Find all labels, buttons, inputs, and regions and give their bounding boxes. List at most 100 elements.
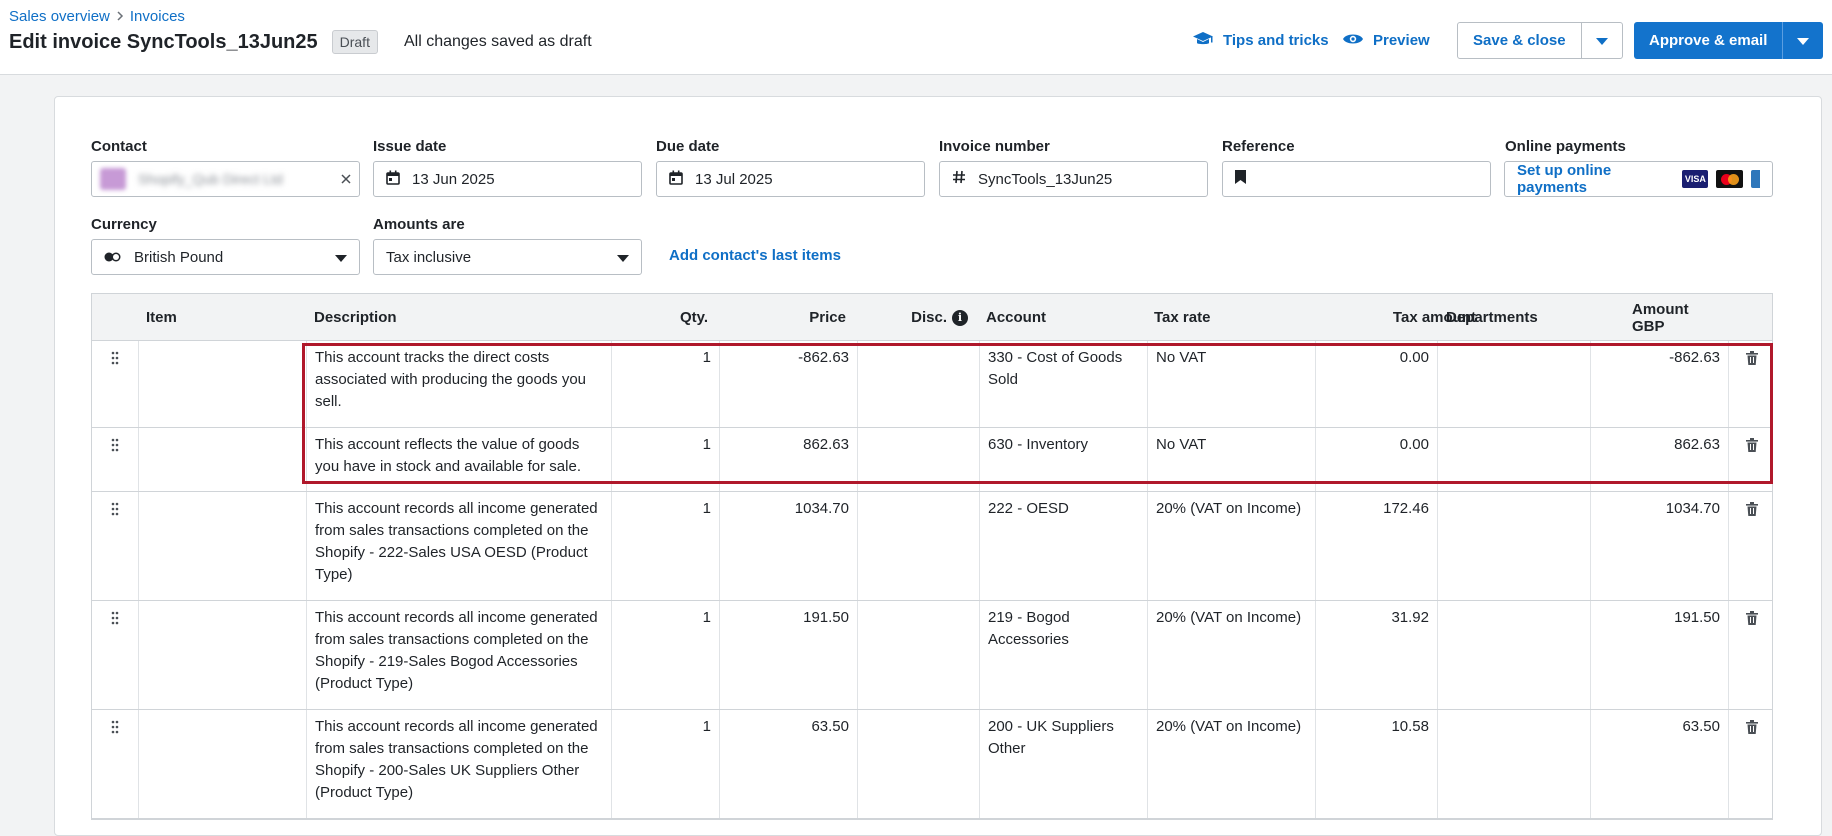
save-options-dropdown[interactable] xyxy=(1582,23,1622,58)
trash-icon[interactable] xyxy=(1728,341,1774,427)
invoice-number-value: SyncTools_13Jun25 xyxy=(978,170,1113,188)
departments-cell[interactable] xyxy=(1437,710,1590,818)
item-cell[interactable] xyxy=(138,601,306,709)
price-cell[interactable]: -862.63 xyxy=(719,341,857,427)
disc-cell[interactable] xyxy=(857,601,979,709)
drag-handle-icon[interactable] xyxy=(92,601,138,709)
description-cell[interactable]: This account tracks the direct costs ass… xyxy=(306,341,611,427)
tax-amount-cell[interactable]: 0.00 xyxy=(1315,341,1437,427)
qty-cell[interactable]: 1 xyxy=(611,492,719,600)
description-cell[interactable]: This account records all income generate… xyxy=(306,710,611,818)
caret-down-icon xyxy=(617,249,629,266)
tips-and-tricks-button[interactable]: Tips and tricks xyxy=(1192,22,1329,59)
disc-cell[interactable] xyxy=(857,492,979,600)
account-cell[interactable]: 222 - OESD xyxy=(979,492,1147,600)
price-cell[interactable]: 63.50 xyxy=(719,710,857,818)
drag-handle-icon[interactable] xyxy=(92,492,138,600)
approve-options-dropdown[interactable] xyxy=(1783,22,1823,59)
info-icon[interactable]: i xyxy=(952,309,968,326)
departments-cell[interactable] xyxy=(1437,428,1590,491)
online-payments-label: Online payments xyxy=(1505,138,1626,155)
account-cell[interactable]: 630 - Inventory xyxy=(979,428,1147,491)
price-cell[interactable]: 862.63 xyxy=(719,428,857,491)
departments-cell[interactable] xyxy=(1437,601,1590,709)
online-payments-field[interactable]: Set up online payments VISA xyxy=(1504,161,1773,197)
col-departments: Departments xyxy=(1446,309,1538,326)
qty-cell[interactable]: 1 xyxy=(611,601,719,709)
status-badge: Draft xyxy=(331,30,378,54)
tax-amount-cell[interactable]: 31.92 xyxy=(1315,601,1437,709)
currency-select[interactable]: British Pound xyxy=(91,239,360,275)
issue-date-field[interactable]: 13 Jun 2025 xyxy=(373,161,642,197)
page-header: Sales overview Invoices Edit invoice Syn… xyxy=(0,0,1832,75)
amount-cell: 1034.70 xyxy=(1590,492,1728,600)
item-cell[interactable] xyxy=(138,428,306,491)
account-cell[interactable]: 200 - UK Suppliers Other xyxy=(979,710,1147,818)
breadcrumb-invoices[interactable]: Invoices xyxy=(129,8,185,25)
add-contact-last-items-link[interactable]: Add contact's last items xyxy=(669,247,841,264)
departments-cell[interactable] xyxy=(1437,492,1590,600)
col-item: Item xyxy=(146,309,177,326)
tax-rate-cell[interactable]: 20% (VAT on Income) xyxy=(1147,492,1315,600)
tax-rate-cell[interactable]: 20% (VAT on Income) xyxy=(1147,601,1315,709)
account-cell[interactable]: 219 - Bogod Accessories xyxy=(979,601,1147,709)
trash-icon[interactable] xyxy=(1728,601,1774,709)
caret-down-icon xyxy=(1595,32,1608,50)
table-row: This account records all income generate… xyxy=(92,710,1772,819)
amex-icon xyxy=(1750,170,1760,188)
tax-rate-cell[interactable]: 20% (VAT on Income) xyxy=(1147,710,1315,818)
contact-value: Shopify_Qub Direct Ltd xyxy=(138,171,283,187)
reference-field[interactable] xyxy=(1222,161,1491,197)
setup-online-payments-button[interactable]: Set up online payments xyxy=(1517,162,1612,196)
amounts-are-select[interactable]: Tax inclusive xyxy=(373,239,642,275)
tax-rate-cell[interactable]: No VAT xyxy=(1147,341,1315,427)
trash-icon[interactable] xyxy=(1728,492,1774,600)
qty-cell[interactable]: 1 xyxy=(611,428,719,491)
invoice-number-field[interactable]: SyncTools_13Jun25 xyxy=(939,161,1208,197)
calendar-icon xyxy=(669,170,683,189)
preview-label: Preview xyxy=(1373,32,1430,49)
price-cell[interactable]: 191.50 xyxy=(719,601,857,709)
approve-email-button-group: Approve & email xyxy=(1634,22,1824,59)
close-icon[interactable] xyxy=(341,171,351,188)
price-cell[interactable]: 1034.70 xyxy=(719,492,857,600)
description-cell[interactable]: This account records all income generate… xyxy=(306,492,611,600)
drag-handle-icon[interactable] xyxy=(92,710,138,818)
tax-rate-cell[interactable]: No VAT xyxy=(1147,428,1315,491)
table-row: This account tracks the direct costs ass… xyxy=(92,341,1772,428)
drag-handle-icon[interactable] xyxy=(92,341,138,427)
disc-cell[interactable] xyxy=(857,710,979,818)
tax-amount-cell[interactable]: 172.46 xyxy=(1315,492,1437,600)
item-cell[interactable] xyxy=(138,710,306,818)
contact-field[interactable]: Shopify_Qub Direct Ltd xyxy=(91,161,360,197)
drag-handle-icon[interactable] xyxy=(92,428,138,491)
qty-cell[interactable]: 1 xyxy=(611,710,719,818)
amount-cell: -862.63 xyxy=(1590,341,1728,427)
description-cell[interactable]: This account reflects the value of goods… xyxy=(306,428,611,491)
approve-email-button[interactable]: Approve & email xyxy=(1634,22,1784,59)
col-price: Price xyxy=(809,309,846,326)
breadcrumb-sales-overview[interactable]: Sales overview xyxy=(9,8,110,25)
save-status: All changes saved as draft xyxy=(403,33,592,50)
disc-cell[interactable] xyxy=(857,428,979,491)
description-cell[interactable]: This account records all income generate… xyxy=(306,601,611,709)
tax-amount-cell[interactable]: 0.00 xyxy=(1315,428,1437,491)
departments-cell[interactable] xyxy=(1437,341,1590,427)
preview-button[interactable]: Preview xyxy=(1342,22,1430,59)
breadcrumb: Sales overview Invoices xyxy=(9,8,185,25)
save-close-button[interactable]: Save & close xyxy=(1458,23,1582,58)
disc-cell[interactable] xyxy=(857,341,979,427)
item-cell[interactable] xyxy=(138,341,306,427)
trash-icon[interactable] xyxy=(1728,710,1774,818)
qty-cell[interactable]: 1 xyxy=(611,341,719,427)
item-cell[interactable] xyxy=(138,492,306,600)
page-title: Edit invoice SyncTools_13Jun25 xyxy=(9,30,318,53)
amount-cell: 191.50 xyxy=(1590,601,1728,709)
trash-icon[interactable] xyxy=(1728,428,1774,491)
account-cell[interactable]: 330 - Cost of Goods Sold xyxy=(979,341,1147,427)
tax-amount-cell[interactable]: 10.58 xyxy=(1315,710,1437,818)
due-date-label: Due date xyxy=(656,138,720,155)
col-disc: Disc. i xyxy=(862,294,968,341)
table-row: This account records all income generate… xyxy=(92,601,1772,710)
due-date-field[interactable]: 13 Jul 2025 xyxy=(656,161,925,197)
